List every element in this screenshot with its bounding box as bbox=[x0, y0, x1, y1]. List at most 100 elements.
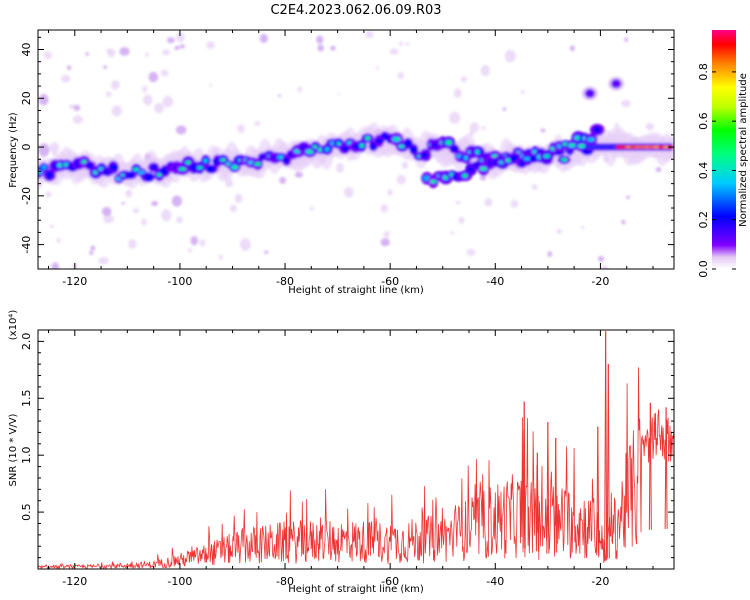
spectrogram-cell-core bbox=[479, 166, 488, 171]
snr-ytick-label: 2.0 bbox=[20, 333, 33, 351]
spectrogram-noise-cell bbox=[510, 199, 519, 208]
spectrogram-cell-peak bbox=[630, 145, 637, 149]
spectrogram-noise-cell bbox=[98, 256, 109, 265]
spectrogram-cell-peak bbox=[560, 158, 568, 161]
spectrogram-cell-core bbox=[41, 164, 46, 170]
snr-series-line bbox=[38, 367, 674, 569]
snr-ytick-label: 0.5 bbox=[20, 503, 33, 521]
spectrogram-noise-cell bbox=[297, 86, 303, 93]
spectrogram-cell-peak bbox=[157, 173, 162, 177]
spectrogram-noise-cell bbox=[206, 41, 216, 50]
snr-axes: -120 -100 -80 -60 -40 -20 0.5 1.0 1.5 2.0 bbox=[20, 330, 674, 588]
spectrogram-noise-cell bbox=[254, 121, 261, 126]
spectrogram-cell bbox=[109, 164, 119, 171]
spectrogram-noise-cell bbox=[655, 167, 662, 173]
spectrogram-noise-cell bbox=[171, 195, 183, 207]
spectrogram-cell-core bbox=[587, 137, 595, 142]
spectrogram-noise-cell bbox=[621, 219, 626, 225]
spectrogram-noise-cell bbox=[264, 250, 269, 255]
spectrogram-noise-cell bbox=[103, 65, 108, 70]
spectrogram-cell-peak bbox=[653, 145, 660, 149]
snr-xtick-label: -60 bbox=[381, 575, 399, 588]
spectrogram-noise-cell bbox=[547, 250, 553, 257]
spectrogram-noise-cell bbox=[128, 239, 137, 249]
spectrogram-noise-cell bbox=[335, 162, 344, 173]
spectrogram-cell bbox=[150, 164, 158, 170]
spectrogram-noise-cell bbox=[380, 204, 389, 213]
spectrogram-noise-cell bbox=[148, 71, 159, 83]
spectrogram-noise-cell bbox=[466, 248, 476, 256]
spectrogram-noise-cell bbox=[133, 207, 139, 214]
spectrogram-cell-peak bbox=[634, 145, 641, 149]
spectrogram-noise-cell bbox=[85, 52, 89, 56]
spectrogram-cell bbox=[450, 145, 459, 153]
spectrogram-xtick-label: -60 bbox=[381, 275, 399, 288]
colorbar-tick-label: 0.4 bbox=[697, 162, 710, 180]
spectrogram-noise-cell bbox=[581, 225, 585, 229]
spectrogram-cell-peak bbox=[625, 145, 632, 149]
spectrogram-xtick-label: -80 bbox=[276, 275, 294, 288]
colorbar-ticks: 0.0 0.2 0.4 0.6 0.8 bbox=[697, 63, 736, 278]
snr-ytick-label: 1.0 bbox=[20, 446, 33, 464]
spectrogram-noise-cell bbox=[397, 72, 404, 80]
spectrogram-xtick-label: -40 bbox=[486, 275, 504, 288]
spectrogram-noise-cell bbox=[569, 45, 575, 52]
spectrogram-noise-cell bbox=[38, 94, 49, 106]
spectrogram-noise-cell bbox=[309, 206, 314, 212]
spectrogram-cell bbox=[283, 157, 290, 164]
spectrogram-noise-cell bbox=[556, 228, 563, 234]
spectrogram-cell-core bbox=[392, 136, 401, 142]
spectrogram-noise-cell bbox=[111, 80, 120, 90]
spectrogram-noise-cell bbox=[89, 250, 94, 256]
spectrogram-noise-cell bbox=[396, 174, 406, 185]
spectrogram-noise-cell bbox=[645, 122, 655, 131]
spectrogram-noise-cell bbox=[56, 237, 61, 244]
spectrogram-noise-cell bbox=[175, 32, 185, 43]
snr-peaks bbox=[522, 331, 668, 561]
snr-xtick-label: -120 bbox=[62, 575, 87, 588]
spectrogram-cell-peak bbox=[658, 145, 665, 149]
spectrogram-cell-peak bbox=[570, 144, 574, 147]
spectrogram-noise-cell bbox=[380, 238, 390, 247]
spectrogram-noise-cell bbox=[458, 216, 465, 224]
spectrogram-noise-cell bbox=[365, 30, 374, 39]
spectrogram-noise-cell bbox=[484, 197, 493, 207]
spectrogram-cell-core bbox=[336, 141, 341, 146]
spectrogram-noise-cell bbox=[43, 51, 52, 60]
snr-peak bbox=[536, 452, 539, 552]
spectrogram-noise-cell bbox=[111, 105, 122, 117]
spectrogram-noise-cell bbox=[343, 186, 354, 198]
spectrogram-cell-peak bbox=[578, 144, 584, 148]
colorbar-tick-label: 0.6 bbox=[697, 112, 710, 130]
spectrogram-noise-cell bbox=[520, 90, 525, 95]
spectrogram-xlabel: Height of straight line (km) bbox=[288, 285, 424, 296]
spectrogram-noise-cell bbox=[119, 46, 130, 56]
spectrogram-cell-peak bbox=[648, 145, 655, 149]
spectrogram-noise-cell bbox=[190, 235, 198, 246]
colorbar-label: Normalized spectral amplitude bbox=[738, 73, 749, 227]
colorbar-tick-label: 0.8 bbox=[697, 63, 710, 81]
spectrogram-noise-cell bbox=[90, 245, 96, 251]
spectrogram-noise-cell bbox=[234, 193, 243, 204]
snr-multiplier: (x10⁴) bbox=[8, 310, 19, 341]
spectrogram-noise-cell bbox=[481, 126, 486, 131]
spectrogram-ytick-label: 20 bbox=[20, 91, 33, 105]
spectrogram-noise-cell bbox=[107, 48, 116, 58]
snr-panel: -120 -100 -80 -60 -40 -20 0.5 1.0 1.5 2.0 Height … bbox=[8, 310, 675, 595]
spectrogram-noise-cell bbox=[143, 94, 153, 106]
spectrogram-noise-cell bbox=[540, 128, 546, 133]
spectrogram-noise-cell bbox=[450, 230, 455, 235]
spectrogram-ytick-label: -20 bbox=[20, 187, 33, 205]
spectrogram-noise-cell bbox=[479, 174, 487, 181]
spectrogram-cell-peak bbox=[445, 141, 452, 144]
spectrogram-noise-cell bbox=[166, 37, 175, 44]
spectrogram-noise-cell bbox=[66, 65, 72, 71]
spectrogram-noise-cell bbox=[597, 255, 605, 262]
spectrogram-noise-cell bbox=[125, 189, 133, 198]
spectrogram-cell bbox=[126, 172, 134, 179]
spectrogram-noise-cell bbox=[175, 125, 187, 135]
spectrogram-noise-cell bbox=[144, 52, 149, 57]
spectrogram-noise-cell bbox=[401, 161, 409, 169]
spectrogram-noise-cell bbox=[161, 209, 172, 222]
